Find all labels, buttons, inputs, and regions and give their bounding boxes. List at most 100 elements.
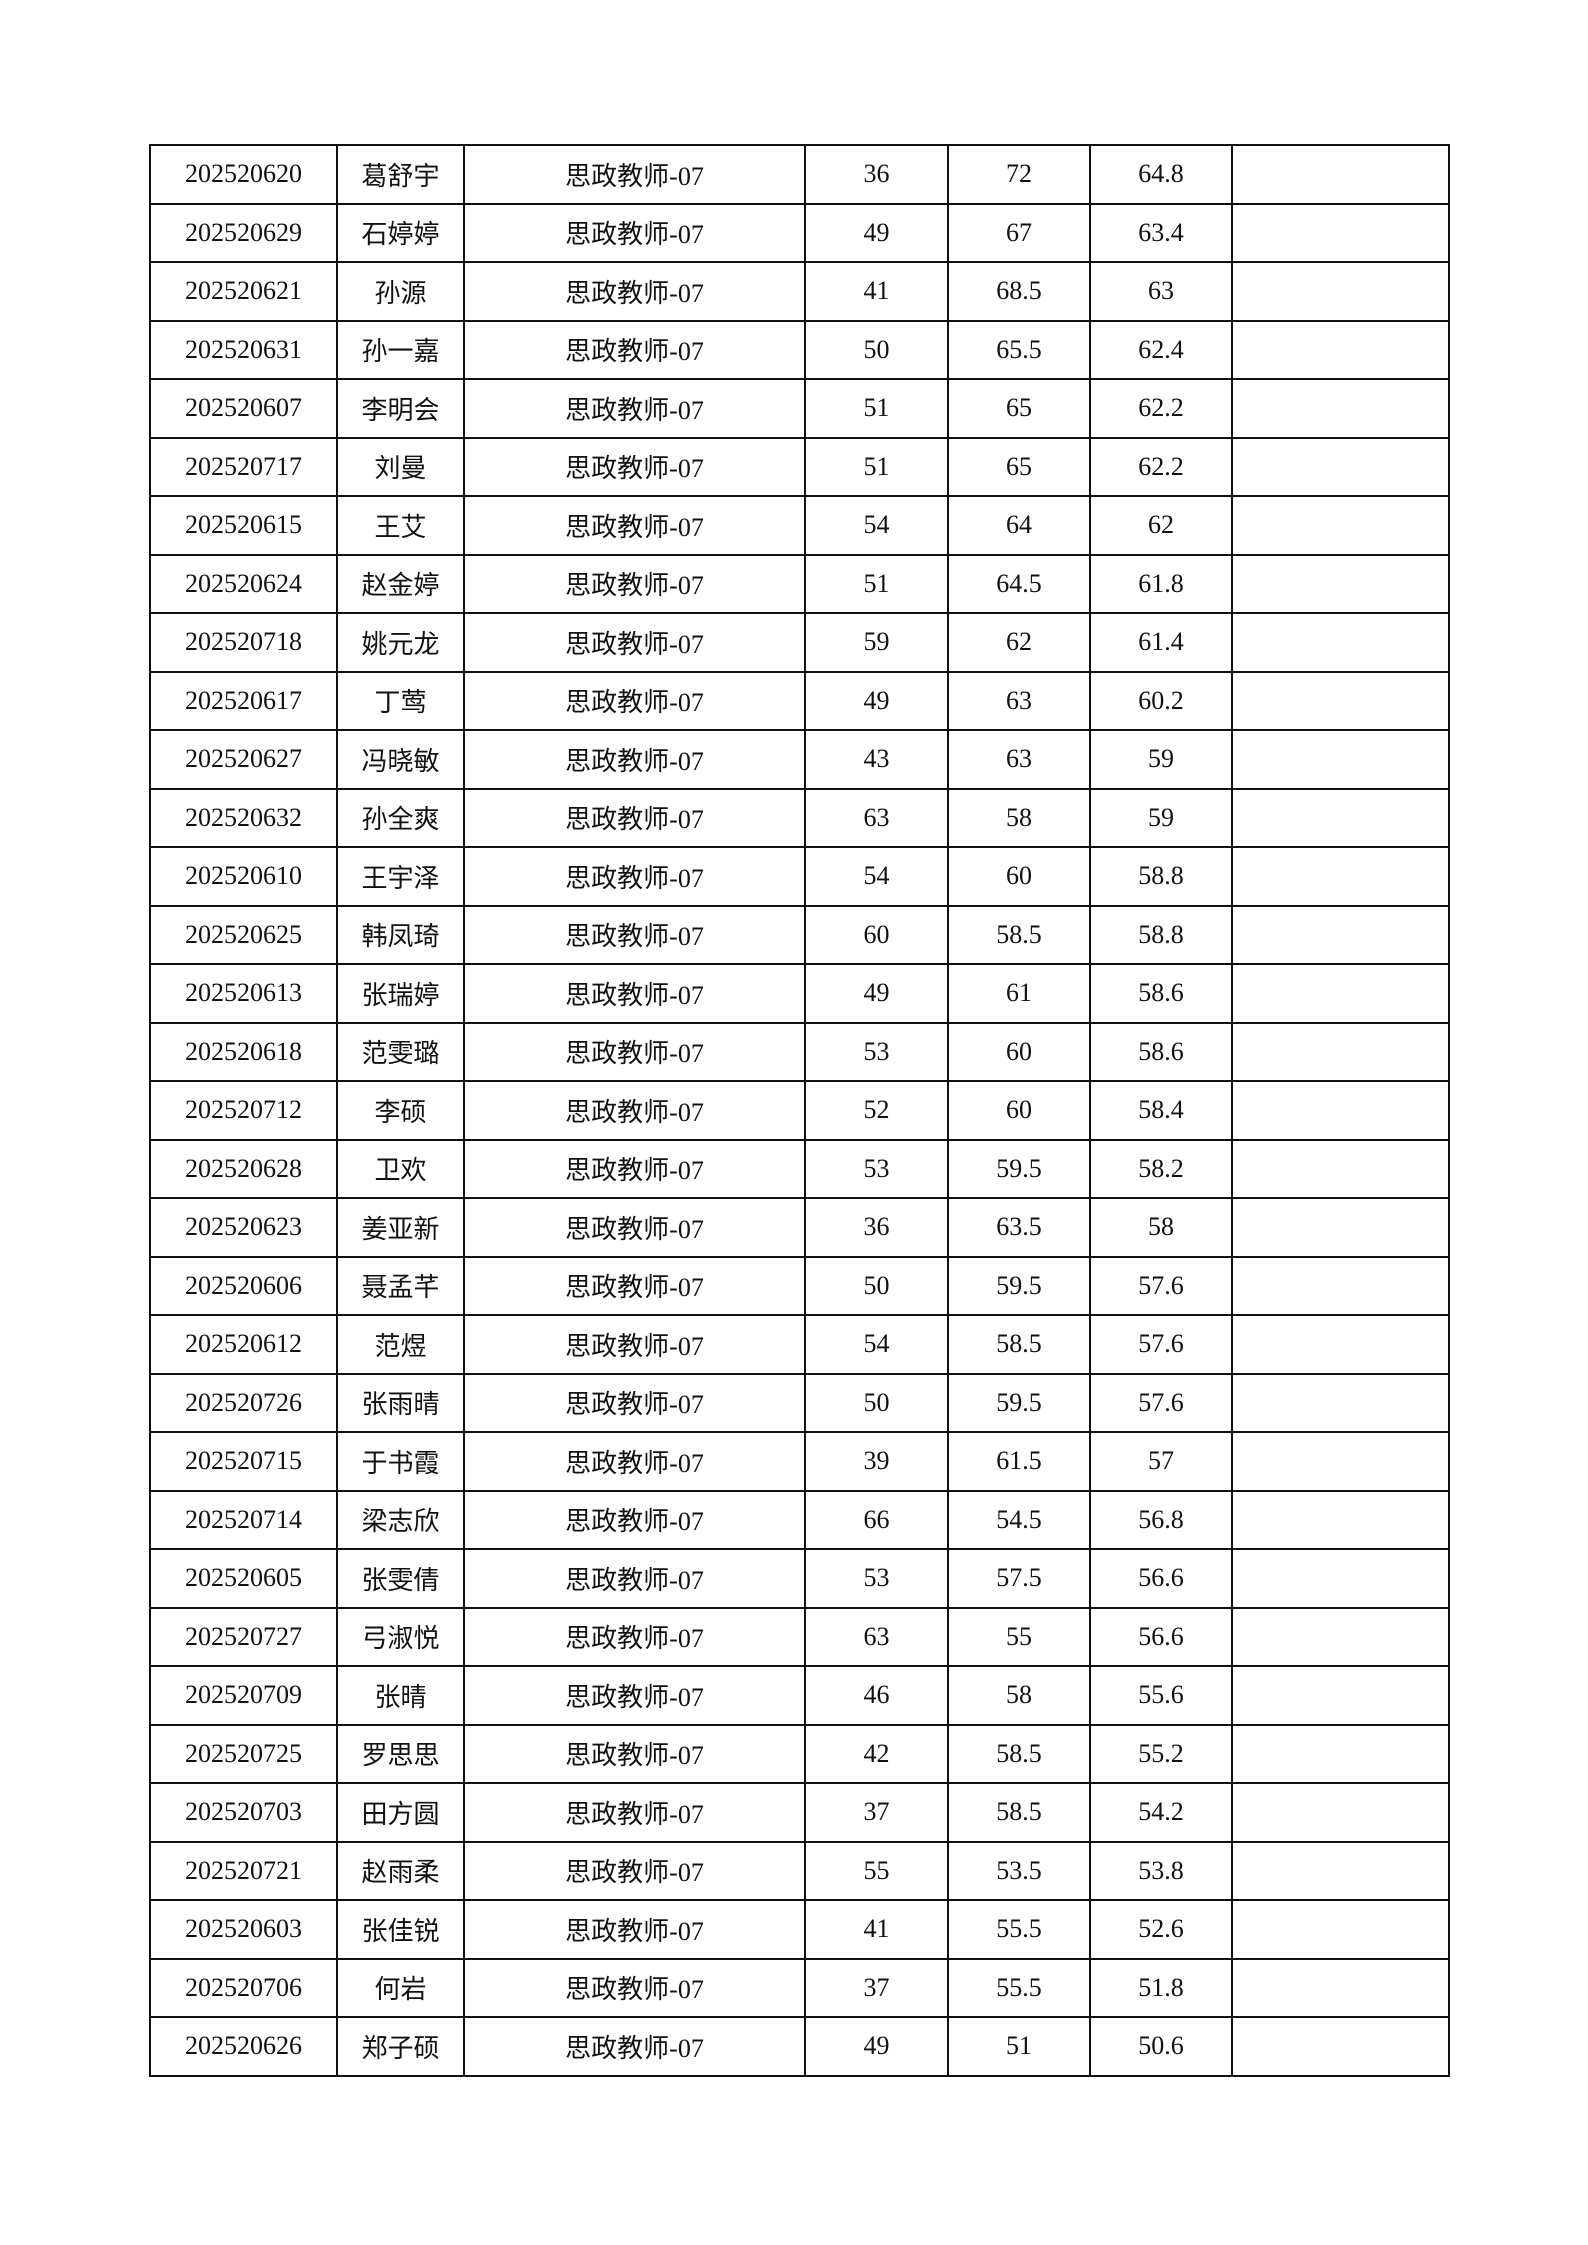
remark-cell — [1231, 1314, 1450, 1375]
score-2-cell: 72 — [947, 144, 1091, 205]
name-cell: 张瑞婷 — [336, 963, 465, 1024]
table-row: 202520706 何岩 思政教师-07 37 55.5 51.8 — [149, 1957, 1450, 2018]
remark-cell — [1231, 1197, 1450, 1258]
table-row: 202520627 冯晓敏 思政教师-07 43 63 59 — [149, 729, 1450, 790]
table-row: 202520717 刘曼 思政教师-07 51 65 62.2 — [149, 436, 1450, 497]
name-cell: 姜亚新 — [336, 1197, 465, 1258]
score-2-cell: 65.5 — [947, 319, 1091, 380]
position-cell: 思政教师-07 — [463, 729, 806, 790]
score-1-cell: 49 — [804, 202, 949, 263]
exam-id-cell: 202520703 — [149, 1782, 338, 1843]
position-cell: 思政教师-07 — [463, 1197, 806, 1258]
score-1-cell: 54 — [804, 495, 949, 556]
position-cell: 思政教师-07 — [463, 1021, 806, 1082]
position-cell: 思政教师-07 — [463, 495, 806, 556]
position-cell: 思政教师-07 — [463, 1431, 806, 1492]
total-score-cell: 58 — [1089, 1197, 1233, 1258]
position-cell: 思政教师-07 — [463, 436, 806, 497]
position-cell: 思政教师-07 — [463, 1782, 806, 1843]
name-cell: 孙全爽 — [336, 787, 465, 848]
exam-id-cell: 202520610 — [149, 846, 338, 907]
position-cell: 思政教师-07 — [463, 1080, 806, 1141]
table-row: 202520721 赵雨柔 思政教师-07 55 53.5 53.8 — [149, 1840, 1450, 1901]
name-cell: 石婷婷 — [336, 202, 465, 263]
score-1-cell: 53 — [804, 1021, 949, 1082]
name-cell: 赵雨柔 — [336, 1840, 465, 1901]
score-2-cell: 60 — [947, 1080, 1091, 1141]
score-2-cell: 51 — [947, 2016, 1091, 2077]
position-cell: 思政教师-07 — [463, 904, 806, 965]
total-score-cell: 57 — [1089, 1431, 1233, 1492]
table-row: 202520715 于书霞 思政教师-07 39 61.5 57 — [149, 1431, 1450, 1492]
exam-id-cell: 202520620 — [149, 144, 338, 205]
position-cell: 思政教师-07 — [463, 1606, 806, 1667]
score-2-cell: 63 — [947, 729, 1091, 790]
remark-cell — [1231, 1489, 1450, 1550]
remark-cell — [1231, 261, 1450, 322]
name-cell: 范雯璐 — [336, 1021, 465, 1082]
score-1-cell: 36 — [804, 144, 949, 205]
table-row: 202520625 韩凤琦 思政教师-07 60 58.5 58.8 — [149, 904, 1450, 965]
exam-id-cell: 202520709 — [149, 1665, 338, 1726]
exam-id-cell: 202520617 — [149, 670, 338, 731]
score-1-cell: 41 — [804, 261, 949, 322]
remark-cell — [1231, 670, 1450, 731]
total-score-cell: 62.4 — [1089, 319, 1233, 380]
remark-cell — [1231, 1606, 1450, 1667]
name-cell: 于书霞 — [336, 1431, 465, 1492]
total-score-cell: 59 — [1089, 729, 1233, 790]
total-score-cell: 51.8 — [1089, 1957, 1233, 2018]
name-cell: 丁莺 — [336, 670, 465, 731]
remark-cell — [1231, 202, 1450, 263]
score-2-cell: 55.5 — [947, 1957, 1091, 2018]
score-2-cell: 67 — [947, 202, 1091, 263]
remark-cell — [1231, 1255, 1450, 1316]
position-cell: 思政教师-07 — [463, 319, 806, 380]
score-1-cell: 51 — [804, 436, 949, 497]
position-cell: 思政教师-07 — [463, 1665, 806, 1726]
table-row: 202520607 李明会 思政教师-07 51 65 62.2 — [149, 378, 1450, 439]
name-cell: 卫欢 — [336, 1138, 465, 1199]
total-score-cell: 58.2 — [1089, 1138, 1233, 1199]
score-2-cell: 55 — [947, 1606, 1091, 1667]
position-cell: 思政教师-07 — [463, 963, 806, 1024]
score-1-cell: 55 — [804, 1840, 949, 1901]
score-2-cell: 58 — [947, 787, 1091, 848]
remark-cell — [1231, 1431, 1450, 1492]
score-table-body: 202520620 葛舒宇 思政教师-07 36 72 64.8 202520629 石婷婷思… — [149, 144, 1450, 2077]
table-row: 202520632 孙全爽 思政教师-07 63 58 59 — [149, 787, 1450, 848]
position-cell: 思政教师-07 — [463, 1138, 806, 1199]
position-cell: 思政教师-07 — [463, 1372, 806, 1433]
total-score-cell: 63.4 — [1089, 202, 1233, 263]
position-cell: 思政教师-07 — [463, 612, 806, 673]
exam-id-cell: 202520624 — [149, 553, 338, 614]
total-score-cell: 58.4 — [1089, 1080, 1233, 1141]
table-row: 202520618 范雯璐 思政教师-07 53 60 58.6 — [149, 1021, 1450, 1082]
score-2-cell: 59.5 — [947, 1372, 1091, 1433]
name-cell: 梁志欣 — [336, 1489, 465, 1550]
total-score-cell: 56.6 — [1089, 1548, 1233, 1609]
total-score-cell: 57.6 — [1089, 1372, 1233, 1433]
position-cell: 思政教师-07 — [463, 1899, 806, 1960]
remark-cell — [1231, 378, 1450, 439]
position-cell: 思政教师-07 — [463, 1840, 806, 1901]
score-1-cell: 63 — [804, 787, 949, 848]
score-1-cell: 39 — [804, 1431, 949, 1492]
score-1-cell: 49 — [804, 670, 949, 731]
exam-id-cell: 202520717 — [149, 436, 338, 497]
table-row: 202520727 弓淑悦 思政教师-07 63 55 56.6 — [149, 1606, 1450, 1667]
total-score-cell: 58.6 — [1089, 1021, 1233, 1082]
position-cell: 思政教师-07 — [463, 1957, 806, 2018]
name-cell: 孙一嘉 — [336, 319, 465, 380]
name-cell: 韩凤琦 — [336, 904, 465, 965]
score-2-cell: 63.5 — [947, 1197, 1091, 1258]
score-1-cell: 59 — [804, 612, 949, 673]
name-cell: 田方圆 — [336, 1782, 465, 1843]
table-row: 202520628 卫欢 思政教师-07 53 59.5 58.2 — [149, 1138, 1450, 1199]
table-row: 202520718 姚元龙 思政教师-07 59 62 61.4 — [149, 612, 1450, 673]
remark-cell — [1231, 1021, 1450, 1082]
remark-cell — [1231, 1782, 1450, 1843]
remark-cell — [1231, 553, 1450, 614]
total-score-cell: 57.6 — [1089, 1255, 1233, 1316]
total-score-cell: 58.6 — [1089, 963, 1233, 1024]
